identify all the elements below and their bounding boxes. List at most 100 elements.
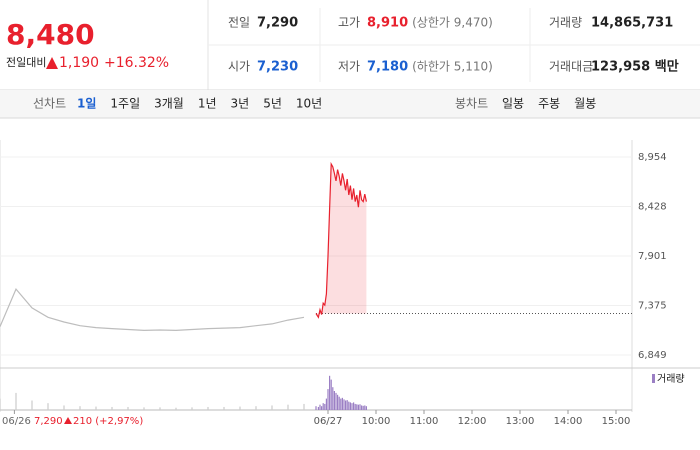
stat-value: 8,910 — [367, 16, 408, 31]
tab-group-label: 선차트 — [33, 97, 66, 111]
volume-bar — [175, 407, 177, 410]
footer-change: 210 (+2,97%) — [73, 416, 143, 427]
stat-value: 7,180 — [367, 60, 408, 75]
x-tick-label: 11:00 — [410, 416, 439, 427]
tab[interactable]: 일봉 — [502, 97, 524, 111]
volume-bar — [329, 375, 331, 410]
volume-bar — [223, 406, 225, 410]
x-tick-label: 12:00 — [458, 416, 487, 427]
volume-bar — [346, 400, 348, 410]
volume-bar — [63, 405, 65, 410]
volume-bar — [95, 406, 97, 410]
volume-bar — [324, 403, 326, 410]
volume-bar — [271, 405, 273, 410]
x-tick-label: 15:00 — [602, 416, 631, 427]
volume-bar — [191, 407, 193, 410]
change-label: 전일대비 — [6, 55, 46, 69]
stat-label: 시가 — [228, 60, 250, 74]
stat-value: 7,230 — [257, 60, 298, 75]
x-tick-label: 10:00 — [362, 416, 391, 427]
change: 1,190 — [59, 55, 99, 71]
tab[interactable]: 1년 — [198, 97, 217, 111]
volume-bar — [322, 403, 324, 410]
volume-bar — [317, 406, 319, 410]
up-icon — [46, 57, 58, 69]
y-tick-label: 7,901 — [638, 251, 667, 262]
volume-bar — [319, 404, 321, 410]
tab-group-label: 봉차트 — [455, 97, 488, 111]
x-tick-label: 13:00 — [506, 416, 535, 427]
volume-bar — [332, 387, 334, 410]
volume-legend: 거래량 — [657, 373, 685, 385]
y-tick-label: 8,954 — [638, 152, 667, 163]
volume-bar — [325, 398, 327, 410]
volume-bar — [349, 402, 351, 410]
volume-bar — [315, 406, 317, 410]
tab-bar — [0, 90, 700, 118]
volume-bar — [47, 403, 49, 410]
tab[interactable]: 월봉 — [574, 97, 596, 111]
volume-bar — [351, 403, 353, 410]
volume-bar — [143, 407, 145, 410]
volume-bar — [15, 392, 17, 410]
price-line — [315, 161, 367, 319]
tab[interactable]: 3개월 — [154, 97, 184, 111]
volume-bar — [127, 406, 129, 410]
volume-bar — [365, 406, 367, 410]
volume-bar — [303, 403, 305, 410]
x-tick-label: 06/27 — [314, 416, 343, 427]
volume-bar — [207, 406, 209, 410]
tab[interactable]: 주봉 — [538, 97, 560, 111]
volume-bar — [353, 402, 355, 410]
stat-value: 14,865,731 — [591, 16, 673, 31]
area — [316, 164, 367, 318]
volume-bar — [341, 397, 343, 410]
volume-bar — [159, 407, 161, 410]
volume-bar — [79, 406, 81, 410]
y-tick-label: 8,428 — [638, 201, 667, 212]
stat-label: 거래량 — [549, 16, 582, 30]
current-price: 8,480 — [6, 18, 95, 51]
tab[interactable]: 1일 — [77, 97, 96, 111]
price-line — [0, 287, 305, 332]
volume-bar — [364, 405, 366, 410]
volume-bar — [111, 406, 113, 410]
volume-bar — [337, 394, 339, 410]
up-icon — [64, 417, 72, 424]
volume-bar — [361, 405, 363, 410]
volume-bar — [287, 404, 289, 410]
y-tick-label: 7,375 — [638, 301, 667, 312]
x-tick-label: 14:00 — [554, 416, 583, 427]
stat-label: 전일 — [228, 16, 250, 30]
footer-price: 7,290 — [34, 416, 63, 427]
volume-bar — [343, 399, 345, 410]
volume-bar — [239, 406, 241, 410]
volume-bar — [348, 401, 350, 410]
tab[interactable]: 3년 — [231, 97, 250, 111]
volume-bar — [338, 396, 340, 410]
volume-bar — [357, 404, 359, 410]
stat-note: (하한가 5,110) — [412, 60, 493, 74]
tab[interactable]: 1주일 — [110, 97, 140, 111]
stat-label: 저가 — [338, 60, 360, 74]
volume-bar — [31, 400, 33, 410]
tab[interactable]: 5년 — [263, 97, 282, 111]
stat-label: 고가 — [338, 16, 360, 30]
volume-bar — [0, 398, 1, 410]
volume-bar — [333, 391, 335, 410]
stat-value: 123,958 백만 — [591, 59, 679, 75]
volume-legend-swatch — [652, 374, 655, 383]
volume-bar — [359, 404, 361, 410]
volume-bar — [335, 392, 337, 410]
footer-date: 06/26 — [2, 416, 31, 427]
volume-bar — [354, 403, 356, 410]
tab[interactable]: 10년 — [296, 97, 322, 111]
volume-bar — [321, 406, 323, 410]
volume-bar — [345, 400, 347, 410]
volume-bar — [255, 406, 257, 410]
volume-bar — [356, 404, 358, 410]
stat-label: 거래대금 — [549, 60, 593, 74]
y-tick-label: 6,849 — [638, 350, 667, 361]
volume-bar — [340, 398, 342, 410]
